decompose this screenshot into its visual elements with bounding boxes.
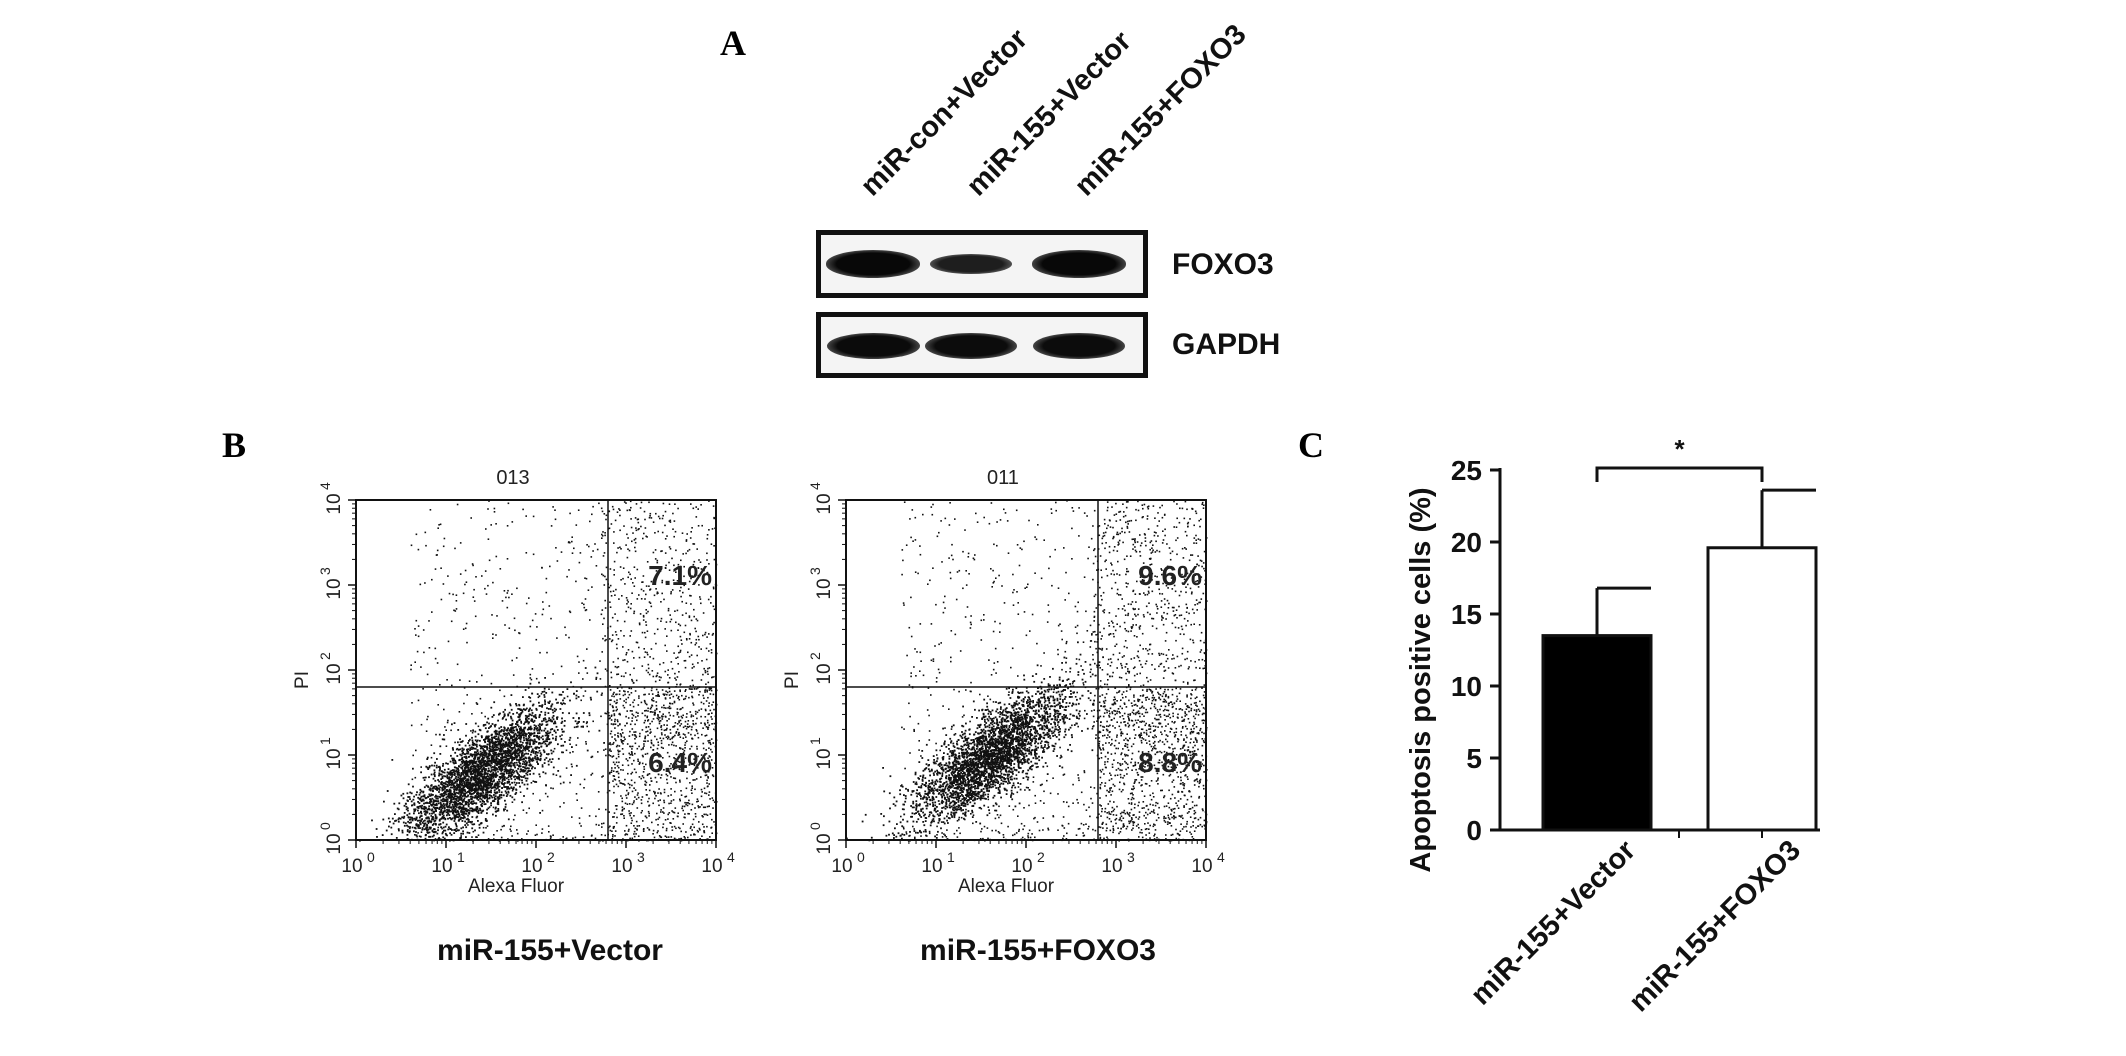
- band-foxo3-lane2: [929, 254, 1013, 274]
- bar-y-tick-label: 15: [1451, 599, 1482, 630]
- bar-2: [1706, 546, 1818, 832]
- flow-y-tick-exp: 3: [807, 567, 823, 575]
- flow-y-tick-label: 10: [324, 663, 345, 684]
- flow-x-tick-exp: 1: [947, 849, 955, 865]
- flow-x-tick-label: 10: [831, 856, 852, 877]
- bar-category-label: miR-155+Vector: [1465, 834, 1642, 1011]
- flow-y-tick-exp: 1: [807, 737, 823, 745]
- bar-1: [1541, 634, 1653, 832]
- flow-plot-vector: 013 7.1% 6.4% 10 0 10 0 10 1 10 1 10 2 10 2 10 3 10 3 10 4 10…: [292, 467, 735, 897]
- flow-x-tick-label: 10: [701, 856, 722, 877]
- flow-x-tick-exp: 2: [1037, 849, 1045, 865]
- blot-row-foxo3: [816, 230, 1148, 298]
- band-foxo3-lane3: [1031, 250, 1127, 278]
- flow-x-tick-exp: 0: [367, 849, 375, 865]
- flow-x-tick-label: 10: [521, 856, 542, 877]
- significance-star: *: [1674, 434, 1685, 464]
- bar-category-label: miR-155+FOXO3: [1623, 834, 1807, 1018]
- flow-lower-right-pct: 6.4%: [648, 747, 712, 778]
- flow-events: [359, 500, 718, 842]
- flow-y-tick-exp: 4: [317, 482, 333, 490]
- flow-upper-right-pct: 7.1%: [648, 560, 712, 591]
- flow-x-tick-exp: 4: [1217, 849, 1225, 865]
- flow-x-axis-label: Alexa Fluor: [958, 876, 1055, 897]
- flow-x-tick-label: 10: [431, 856, 452, 877]
- apoptosis-bar-chart: 0 5 10 15 20 25 Apoptosis positive cells (%) mi…: [1405, 434, 1820, 1018]
- flow-y-axis-label: PI: [292, 671, 313, 689]
- flow-y-tick-label: 10: [814, 493, 835, 514]
- flow-y-tick-label: 10: [324, 578, 345, 599]
- bar-y-tick-label: 25: [1451, 455, 1482, 486]
- flow-x-tick-label: 10: [1011, 856, 1032, 877]
- flow-y-tick-label: 10: [814, 748, 835, 769]
- flow-x-tick-exp: 2: [547, 849, 555, 865]
- flow-x-tick-exp: 0: [857, 849, 865, 865]
- band-foxo3-lane1: [825, 250, 921, 278]
- flow-frame: [845, 499, 1207, 841]
- flow-x-tick-exp: 3: [1127, 849, 1135, 865]
- blot-label-foxo3: FOXO3: [1172, 248, 1274, 281]
- bar-y-tick-label: 5: [1466, 743, 1482, 774]
- significance-bracket: [1595, 466, 1764, 482]
- flow-events: [846, 500, 1208, 842]
- flow-y-tick-label: 10: [324, 493, 345, 514]
- flow-y-axis-label: PI: [782, 671, 803, 689]
- flow-x-tick-exp: 1: [457, 849, 465, 865]
- flow-x-tick-label: 10: [611, 856, 632, 877]
- band-gapdh-lane2: [924, 333, 1018, 359]
- flow-x-tick-exp: 3: [637, 849, 645, 865]
- flow-caption-foxo3: miR-155+FOXO3: [920, 934, 1156, 967]
- blot-label-gapdh: GAPDH: [1172, 328, 1281, 361]
- band-gapdh-lane1: [826, 332, 920, 360]
- flow-sample-id: 011: [987, 467, 1019, 489]
- flow-y-tick-exp: 3: [317, 567, 333, 575]
- flow-upper-right-pct: 9.6%: [1138, 560, 1202, 591]
- flow-x-tick-label: 10: [1191, 856, 1212, 877]
- flow-y-tick-exp: 0: [807, 822, 823, 830]
- bar-y-tick-label: 0: [1466, 815, 1482, 846]
- flow-y-tick-exp: 0: [317, 822, 333, 830]
- flow-y-tick-exp: 2: [317, 652, 333, 660]
- flow-y-tick-label: 10: [814, 663, 835, 684]
- flow-y-tick-exp: 1: [317, 737, 333, 745]
- flow-x-tick-label: 10: [921, 856, 942, 877]
- flow-y-tick-label: 10: [814, 578, 835, 599]
- panel-letter-b: B: [222, 425, 247, 465]
- band-gapdh-lane3: [1032, 333, 1126, 359]
- flow-y-tick-exp: 2: [807, 652, 823, 660]
- flow-lower-right-pct: 8.8%: [1138, 747, 1202, 778]
- bar-y-tick-label: 20: [1451, 527, 1482, 558]
- flow-x-axis-label: Alexa Fluor: [468, 876, 565, 897]
- flow-x-tick-exp: 4: [727, 849, 735, 865]
- panel-letter-c: C: [1298, 425, 1324, 465]
- flow-y-tick-label: 10: [324, 833, 345, 854]
- flow-plot-foxo3: 011 9.6% 8.8% 10 0 10 0 10 1 10 1 10 2 10 2 10 3 10 3 10 4 10…: [782, 467, 1225, 897]
- flow-x-tick-label: 10: [341, 856, 362, 877]
- blot-row-gapdh: [816, 312, 1148, 378]
- flow-sample-id: 013: [496, 467, 529, 489]
- flow-x-tick-label: 10: [1101, 856, 1122, 877]
- flow-y-tick-exp: 4: [807, 482, 823, 490]
- flow-y-tick-label: 10: [324, 748, 345, 769]
- bar-y-axis-label: Apoptosis positive cells (%): [1405, 487, 1437, 872]
- flow-frame: [355, 499, 717, 841]
- bar-y-tick-label: 10: [1451, 671, 1482, 702]
- flow-caption-vector: miR-155+Vector: [437, 934, 663, 967]
- panel-letter-a: A: [720, 23, 746, 63]
- flow-y-tick-label: 10: [814, 833, 835, 854]
